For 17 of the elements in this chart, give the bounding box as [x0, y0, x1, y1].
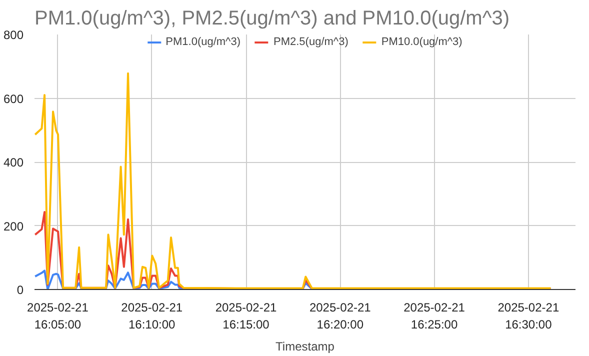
x-tick-label: 2025-02-21 16:10:00 — [121, 300, 183, 332]
x-tick-label: 2025-02-21 16:20:00 — [309, 300, 372, 332]
x-tick-label: 2025-02-21 16:05:00 — [27, 300, 89, 332]
y-tick-label: 400 — [3, 156, 24, 170]
x-tick-label: 2025-02-21 16:25:00 — [404, 300, 466, 332]
legend-label: PM2.5(ug/m^3) — [274, 36, 348, 48]
line-series — [34, 72, 552, 290]
legend-label: PM10.0(ug/m^3) — [381, 36, 462, 48]
x-axis-title: Timestamp — [276, 339, 335, 354]
y-tick-label: 800 — [3, 28, 24, 42]
chart-title: PM1.0(ug/m^3), PM2.5(ug/m^3) and PM10.0(ug/m^3) — [34, 8, 510, 30]
x-tick-label: 2025-02-21 16:15:00 — [215, 300, 278, 332]
x-tick-label: 2025-02-21 16:30:00 — [498, 300, 560, 332]
y-tick-label: 200 — [3, 219, 24, 234]
y-tick-label: 0 — [16, 283, 24, 297]
legend-label: PM1.0(ug/m^3) — [166, 36, 241, 48]
y-tick-label: 600 — [3, 92, 24, 106]
